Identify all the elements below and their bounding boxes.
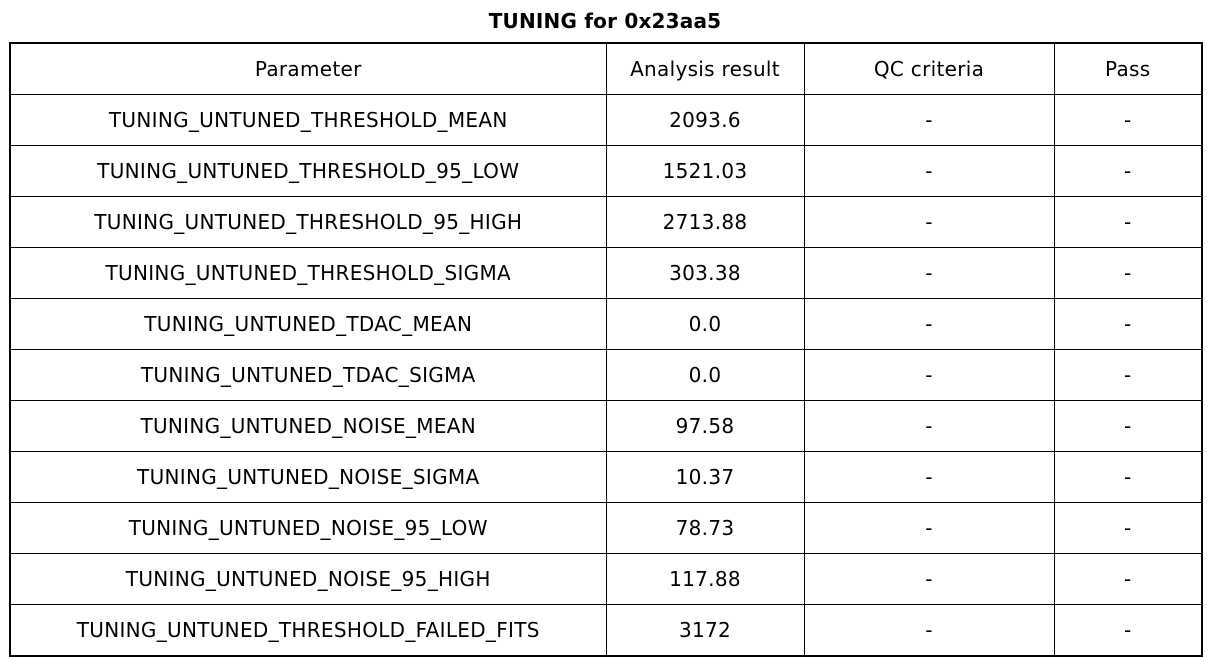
- pass-cell: -: [1053, 451, 1203, 503]
- param-cell: TUNING_UNTUNED_THRESHOLD_FAILED_FITS: [9, 604, 607, 657]
- param-cell: TUNING_UNTUNED_NOISE_SIGMA: [9, 451, 607, 503]
- table-row: TUNING_UNTUNED_NOISE_MEAN 97.58 - -: [9, 400, 1203, 452]
- column-header-analysis-result: Analysis result: [605, 42, 805, 95]
- qc-cell: -: [803, 553, 1055, 605]
- header-row: Parameter Analysis result QC criteria Pa…: [9, 42, 1203, 95]
- pass-cell: -: [1053, 298, 1203, 350]
- qc-cell: -: [803, 145, 1055, 197]
- result-cell: 78.73: [605, 502, 805, 554]
- table-row: TUNING_UNTUNED_THRESHOLD_SIGMA 303.38 - …: [9, 247, 1203, 299]
- qc-cell: -: [803, 94, 1055, 146]
- result-cell: 0.0: [605, 298, 805, 350]
- tuning-results-table: Parameter Analysis result QC criteria Pa…: [9, 42, 1203, 657]
- column-header-qc-criteria: QC criteria: [803, 42, 1055, 95]
- result-cell: 10.37: [605, 451, 805, 503]
- qc-cell: -: [803, 298, 1055, 350]
- result-cell: 2713.88: [605, 196, 805, 248]
- table-row: TUNING_UNTUNED_TDAC_SIGMA 0.0 - -: [9, 349, 1203, 401]
- pass-cell: -: [1053, 247, 1203, 299]
- table-row: TUNING_UNTUNED_NOISE_95_LOW 78.73 - -: [9, 502, 1203, 554]
- param-cell: TUNING_UNTUNED_NOISE_MEAN: [9, 400, 607, 452]
- param-cell: TUNING_UNTUNED_THRESHOLD_SIGMA: [9, 247, 607, 299]
- qc-cell: -: [803, 196, 1055, 248]
- pass-cell: -: [1053, 400, 1203, 452]
- qc-cell: -: [803, 451, 1055, 503]
- param-cell: TUNING_UNTUNED_TDAC_MEAN: [9, 298, 607, 350]
- param-cell: TUNING_UNTUNED_THRESHOLD_95_LOW: [9, 145, 607, 197]
- result-cell: 97.58: [605, 400, 805, 452]
- pass-cell: -: [1053, 553, 1203, 605]
- param-cell: TUNING_UNTUNED_TDAC_SIGMA: [9, 349, 607, 401]
- qc-cell: -: [803, 349, 1055, 401]
- result-cell: 0.0: [605, 349, 805, 401]
- qc-cell: -: [803, 502, 1055, 554]
- table-row: TUNING_UNTUNED_NOISE_SIGMA 10.37 - -: [9, 451, 1203, 503]
- qc-cell: -: [803, 247, 1055, 299]
- qc-cell: -: [803, 604, 1055, 657]
- table-row: TUNING_UNTUNED_NOISE_95_HIGH 117.88 - -: [9, 553, 1203, 605]
- chart-title: TUNING for 0x23aa5: [488, 9, 722, 33]
- qc-cell: -: [803, 400, 1055, 452]
- pass-cell: -: [1053, 196, 1203, 248]
- table-row: TUNING_UNTUNED_TDAC_MEAN 0.0 - -: [9, 298, 1203, 350]
- table-row: TUNING_UNTUNED_THRESHOLD_95_HIGH 2713.88…: [9, 196, 1203, 248]
- pass-cell: -: [1053, 502, 1203, 554]
- result-cell: 1521.03: [605, 145, 805, 197]
- column-header-parameter: Parameter: [9, 42, 607, 95]
- param-cell: TUNING_UNTUNED_NOISE_95_HIGH: [9, 553, 607, 605]
- table-row: TUNING_UNTUNED_THRESHOLD_95_LOW 1521.03 …: [9, 145, 1203, 197]
- column-header-pass: Pass: [1053, 42, 1203, 95]
- result-cell: 117.88: [605, 553, 805, 605]
- pass-cell: -: [1053, 94, 1203, 146]
- pass-cell: -: [1053, 604, 1203, 657]
- param-cell: TUNING_UNTUNED_NOISE_95_LOW: [9, 502, 607, 554]
- pass-cell: -: [1053, 145, 1203, 197]
- result-cell: 3172: [605, 604, 805, 657]
- table-row: TUNING_UNTUNED_THRESHOLD_MEAN 2093.6 - -: [9, 94, 1203, 146]
- result-cell: 303.38: [605, 247, 805, 299]
- param-cell: TUNING_UNTUNED_THRESHOLD_MEAN: [9, 94, 607, 146]
- table-row: TUNING_UNTUNED_THRESHOLD_FAILED_FITS 317…: [9, 604, 1203, 657]
- result-cell: 2093.6: [605, 94, 805, 146]
- param-cell: TUNING_UNTUNED_THRESHOLD_95_HIGH: [9, 196, 607, 248]
- tuning-qc-figure: TUNING for 0x23aa5 Parameter Analysis re…: [9, 0, 1203, 657]
- pass-cell: -: [1053, 349, 1203, 401]
